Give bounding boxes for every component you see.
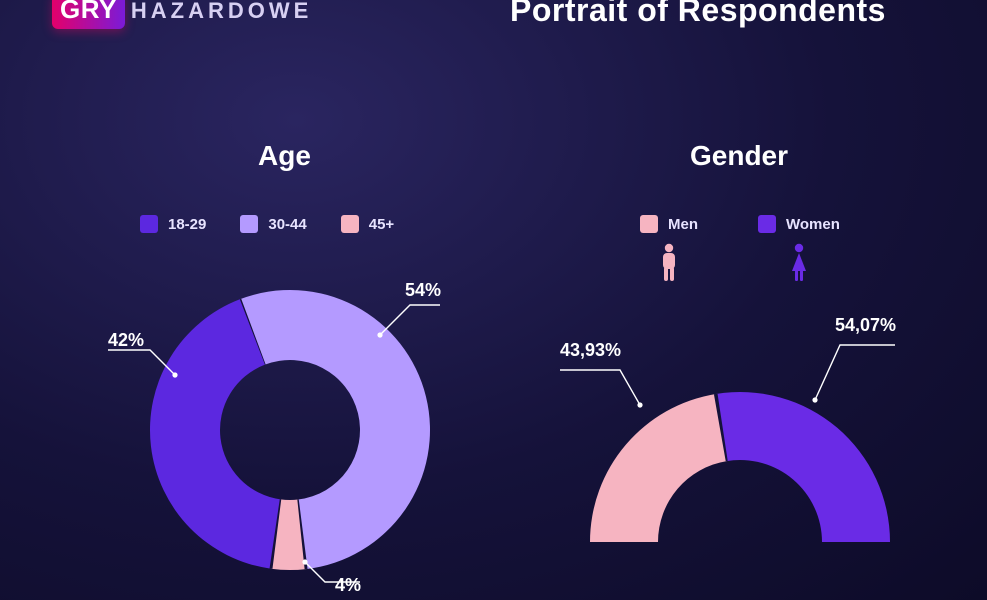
gender-slice-men — [590, 394, 727, 542]
pct-label-men: 43,93% — [560, 340, 621, 361]
gender-slice-women — [716, 392, 890, 542]
charts-svg — [0, 0, 987, 600]
pct-label-women: 54,07% — [835, 315, 896, 336]
pct-label-45+: 4% — [335, 575, 361, 596]
pct-label-30-44: 54% — [405, 280, 441, 301]
pct-label-18-29: 42% — [108, 330, 144, 351]
